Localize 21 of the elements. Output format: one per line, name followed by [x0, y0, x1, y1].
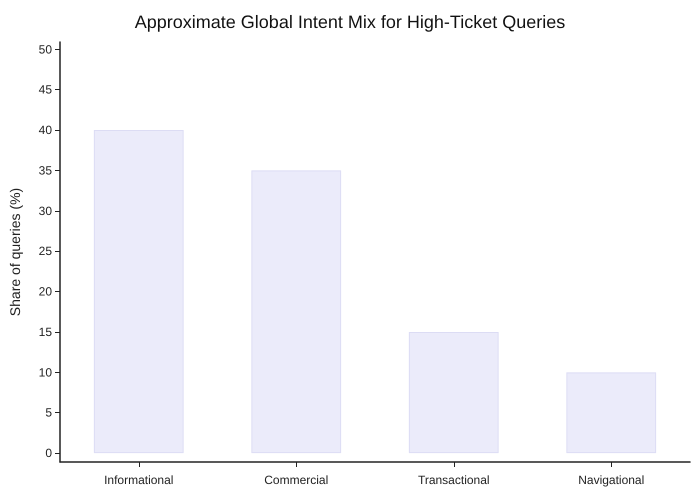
x-tick-label: Transactional	[418, 473, 490, 487]
x-tick-label: Commercial	[264, 473, 328, 487]
chart-title: Approximate Global Intent Mix for High-Ticket Queries	[134, 12, 566, 32]
y-tick-label: 15	[38, 324, 52, 339]
y-tick-label: 10	[38, 365, 52, 380]
y-tick-label: 25	[38, 244, 52, 258]
y-tick-label: 40	[38, 123, 52, 138]
y-tick-label: 35	[38, 163, 52, 178]
y-tick-label: 50	[38, 42, 52, 56]
bar	[94, 130, 184, 454]
bar	[251, 170, 342, 454]
x-tick-label: Navigational	[578, 473, 644, 487]
y-tick-label: 5	[45, 406, 52, 420]
y-tick-label: 30	[38, 204, 52, 218]
bar	[408, 332, 499, 454]
y-tick-label: 45	[38, 82, 52, 97]
y-tick-label: 20	[38, 284, 52, 299]
x-tick-label: Informational	[104, 473, 174, 487]
bar	[566, 372, 656, 454]
y-axis-title: Share of queries (%)	[7, 188, 23, 316]
y-tick-label: 0	[45, 446, 52, 460]
